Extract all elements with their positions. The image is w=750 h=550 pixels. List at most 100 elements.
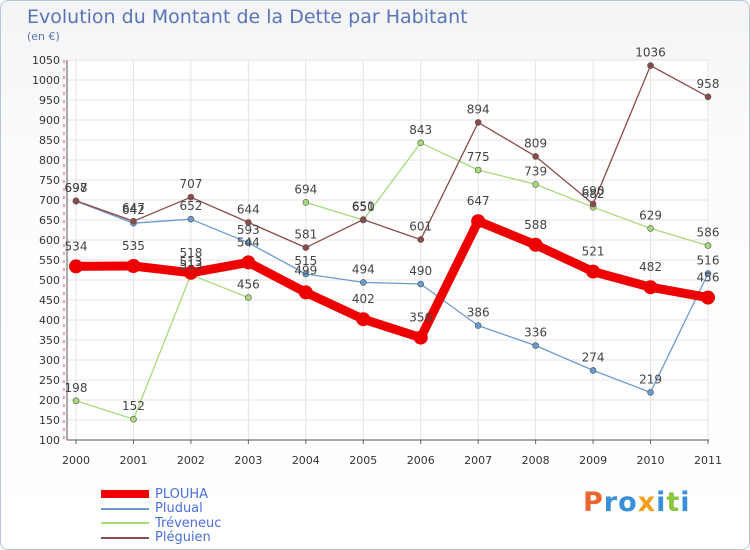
plot-area bbox=[67, 60, 709, 440]
data-label: 697 bbox=[65, 181, 88, 195]
x-tick-label: 2010 bbox=[637, 454, 665, 467]
data-point bbox=[417, 236, 425, 243]
x-tick-label: 2005 bbox=[349, 454, 377, 467]
y-tick-label: 800 bbox=[39, 154, 60, 167]
data-label: 521 bbox=[582, 245, 605, 259]
x-tick-label: 2006 bbox=[407, 454, 435, 467]
data-label: 647 bbox=[467, 194, 490, 208]
y-tick-label: 850 bbox=[39, 134, 60, 147]
y-tick-label: 300 bbox=[39, 354, 60, 367]
data-label: 336 bbox=[524, 326, 547, 340]
data-point bbox=[586, 264, 601, 279]
data-label: 629 bbox=[639, 208, 662, 222]
data-point bbox=[302, 244, 310, 251]
x-tick-label: 2001 bbox=[119, 454, 147, 467]
data-label: 456 bbox=[697, 271, 720, 285]
data-label: 219 bbox=[639, 372, 662, 386]
x-tick-label: 2002 bbox=[177, 454, 205, 467]
legend-item-pludual: Pludual bbox=[101, 501, 221, 517]
data-point bbox=[298, 285, 313, 300]
data-point bbox=[72, 397, 80, 405]
legend: PLOUHA Pludual Tréveneuc Pléguien bbox=[101, 487, 221, 545]
y-tick-label: 1050 bbox=[32, 54, 60, 67]
legend-swatch-pludual bbox=[101, 507, 149, 510]
x-tick-label: 2003 bbox=[234, 454, 262, 467]
series-line-pludual bbox=[75, 200, 709, 394]
x-tick-label: 2004 bbox=[292, 454, 320, 467]
data-label: 601 bbox=[409, 220, 432, 234]
data-label: 690 bbox=[582, 184, 605, 198]
data-label: 1036 bbox=[635, 46, 666, 60]
data-label: 456 bbox=[237, 278, 260, 292]
legend-item-pleguien: Pléguien bbox=[101, 530, 221, 546]
data-label: 544 bbox=[237, 235, 260, 249]
y-tick-label: 350 bbox=[39, 334, 60, 347]
y-tick-label: 100 bbox=[39, 434, 60, 447]
series-line-pléguien bbox=[75, 64, 709, 249]
data-label: 586 bbox=[697, 226, 720, 240]
y-tick-label: 200 bbox=[39, 394, 60, 407]
data-label: 698 bbox=[65, 181, 88, 195]
y-tick-label: 600 bbox=[39, 234, 60, 247]
data-point bbox=[647, 389, 654, 396]
data-point bbox=[474, 322, 482, 329]
data-point bbox=[701, 290, 715, 305]
data-label: 682 bbox=[582, 187, 605, 201]
legend-swatch-plouha bbox=[101, 490, 149, 499]
data-label: 958 bbox=[697, 77, 720, 91]
data-label: 694 bbox=[294, 182, 317, 196]
data-point bbox=[532, 342, 539, 349]
data-point bbox=[471, 214, 486, 229]
data-label: 499 bbox=[294, 263, 317, 277]
data-point bbox=[589, 200, 597, 208]
y-tick-label: 700 bbox=[39, 194, 60, 207]
chart-title: Evolution du Montant de la Dette par Hab… bbox=[27, 6, 468, 28]
data-point bbox=[187, 215, 195, 223]
data-point bbox=[704, 93, 712, 101]
y-tick-label: 150 bbox=[39, 414, 60, 427]
x-tick-label: 2007 bbox=[464, 454, 492, 467]
legend-label-pludual: Pludual bbox=[155, 501, 203, 517]
data-point bbox=[245, 294, 252, 301]
data-point bbox=[532, 181, 539, 188]
data-label: 775 bbox=[467, 150, 490, 164]
x-tick-label: 2009 bbox=[579, 454, 607, 467]
data-label: 650 bbox=[352, 200, 375, 214]
y-tick-label: 950 bbox=[39, 94, 60, 107]
y-tick-label: 1000 bbox=[32, 74, 60, 87]
data-point bbox=[241, 255, 256, 270]
data-label: 274 bbox=[582, 350, 605, 364]
series-line-tréveneuc bbox=[305, 142, 709, 247]
data-point bbox=[417, 280, 425, 288]
data-label: 402 bbox=[352, 292, 375, 306]
legend-item-treveneuc: Tréveneuc bbox=[101, 516, 221, 531]
data-label: 593 bbox=[237, 223, 260, 237]
data-point bbox=[302, 270, 310, 278]
y-tick-label: 250 bbox=[39, 374, 60, 387]
data-label: 809 bbox=[524, 136, 547, 150]
data-label: 651 bbox=[352, 200, 375, 214]
data-label: 707 bbox=[179, 177, 202, 191]
data-label: 894 bbox=[467, 102, 490, 116]
legend-label-pleguien: Pléguien bbox=[155, 530, 211, 546]
legend-label-treveneuc: Tréveneuc bbox=[155, 515, 222, 531]
data-label: 843 bbox=[409, 123, 432, 137]
data-label: 534 bbox=[65, 239, 88, 253]
data-label: 581 bbox=[294, 228, 317, 242]
data-label: 152 bbox=[122, 399, 145, 413]
legend-swatch-pleguien bbox=[101, 536, 149, 539]
data-point bbox=[187, 193, 195, 201]
data-label: 490 bbox=[409, 264, 432, 278]
data-point bbox=[474, 166, 482, 174]
logo-letter: P bbox=[583, 487, 604, 518]
legend-swatch-treveneuc bbox=[101, 522, 149, 525]
x-tick-label: 2008 bbox=[522, 454, 550, 467]
data-label: 386 bbox=[467, 306, 490, 320]
data-label: 513 bbox=[179, 258, 202, 272]
data-label: 513 bbox=[179, 255, 202, 269]
y-tick-label: 650 bbox=[39, 214, 60, 227]
y-tick-label: 900 bbox=[39, 114, 60, 127]
x-tick-label: 2011 bbox=[694, 454, 722, 467]
y-tick-label: 400 bbox=[39, 314, 60, 327]
